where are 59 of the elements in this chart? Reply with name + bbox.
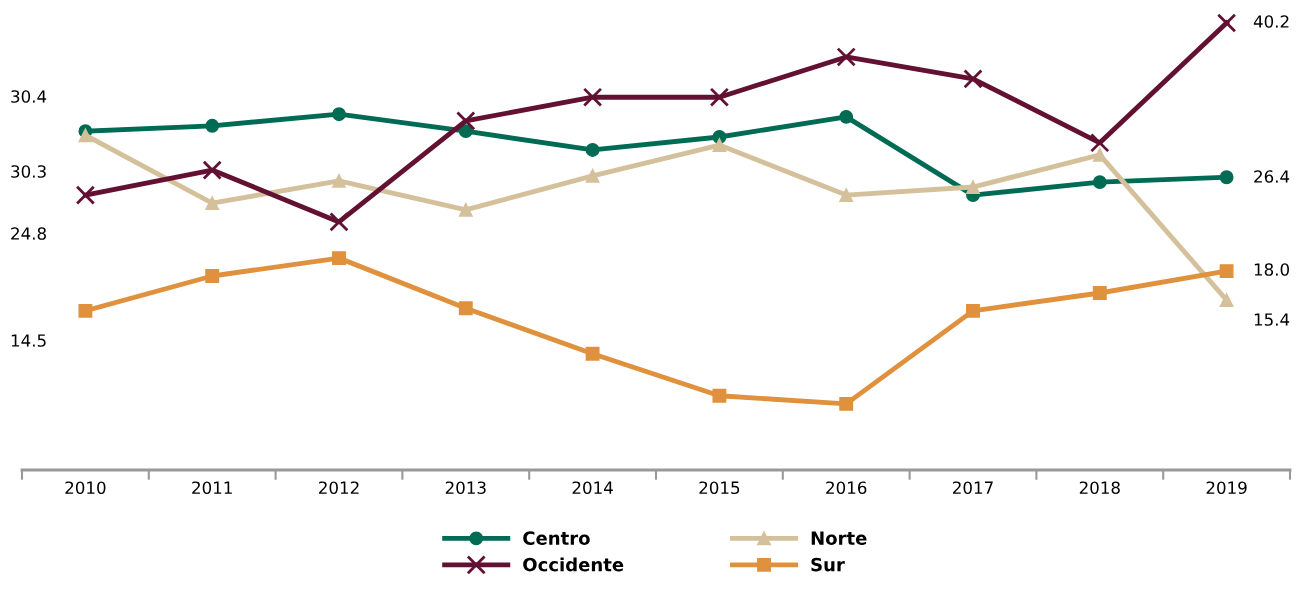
annotation: 14.5 [11, 334, 46, 347]
point [78, 128, 93, 143]
point [458, 301, 473, 316]
point [205, 118, 220, 133]
point [1219, 293, 1234, 308]
point [1219, 170, 1234, 185]
x-tick-label: 2017 [953, 481, 993, 495]
point [963, 69, 983, 89]
point [332, 173, 346, 188]
point [585, 168, 600, 183]
legend-label: Occidente [523, 557, 624, 572]
x-tick-label: 2016 [826, 481, 867, 495]
x-tick-label: 2012 [319, 481, 359, 495]
point [1092, 175, 1107, 190]
point [839, 188, 854, 203]
point [458, 124, 473, 139]
point [202, 160, 222, 180]
point [1092, 286, 1107, 300]
point [329, 212, 349, 232]
legend-label: Centro [523, 531, 590, 545]
point [456, 111, 476, 131]
annotation: 26.4 [1254, 170, 1290, 183]
x-tick-label: 2015 [699, 481, 740, 495]
point [709, 87, 730, 107]
annotation: 30.3 [11, 165, 46, 178]
point [585, 143, 600, 157]
point [1092, 147, 1107, 162]
point [582, 87, 603, 107]
annotation: 24.8 [11, 227, 46, 240]
annotation: 30.4 [11, 90, 47, 103]
point [332, 107, 346, 122]
point [839, 109, 854, 124]
annotation: 40.2 [1253, 15, 1289, 28]
x-tick-label: 2014 [572, 481, 613, 495]
point [836, 47, 856, 67]
point [332, 251, 346, 266]
point [1090, 133, 1110, 153]
point [585, 346, 600, 361]
point [75, 185, 96, 205]
point [712, 138, 727, 152]
annotation: 18.0 [1254, 263, 1289, 276]
point [966, 303, 980, 318]
point [966, 180, 980, 194]
point [1219, 264, 1234, 279]
x-tick-label: 2013 [445, 481, 486, 495]
point [1216, 13, 1237, 33]
x-tick-label: 2018 [1079, 481, 1120, 495]
point [839, 396, 854, 411]
point [712, 388, 727, 403]
point [458, 202, 473, 217]
legend-label: Sur [811, 557, 845, 572]
point [78, 303, 93, 318]
point [205, 269, 220, 283]
legend-label: Norte [811, 531, 867, 545]
x-tick-label: 2010 [65, 481, 106, 495]
x-tick-label: 2011 [192, 481, 232, 495]
x-tick-label: 2019 [1206, 481, 1247, 495]
point [205, 196, 220, 211]
annotation: 15.4 [1254, 313, 1290, 326]
